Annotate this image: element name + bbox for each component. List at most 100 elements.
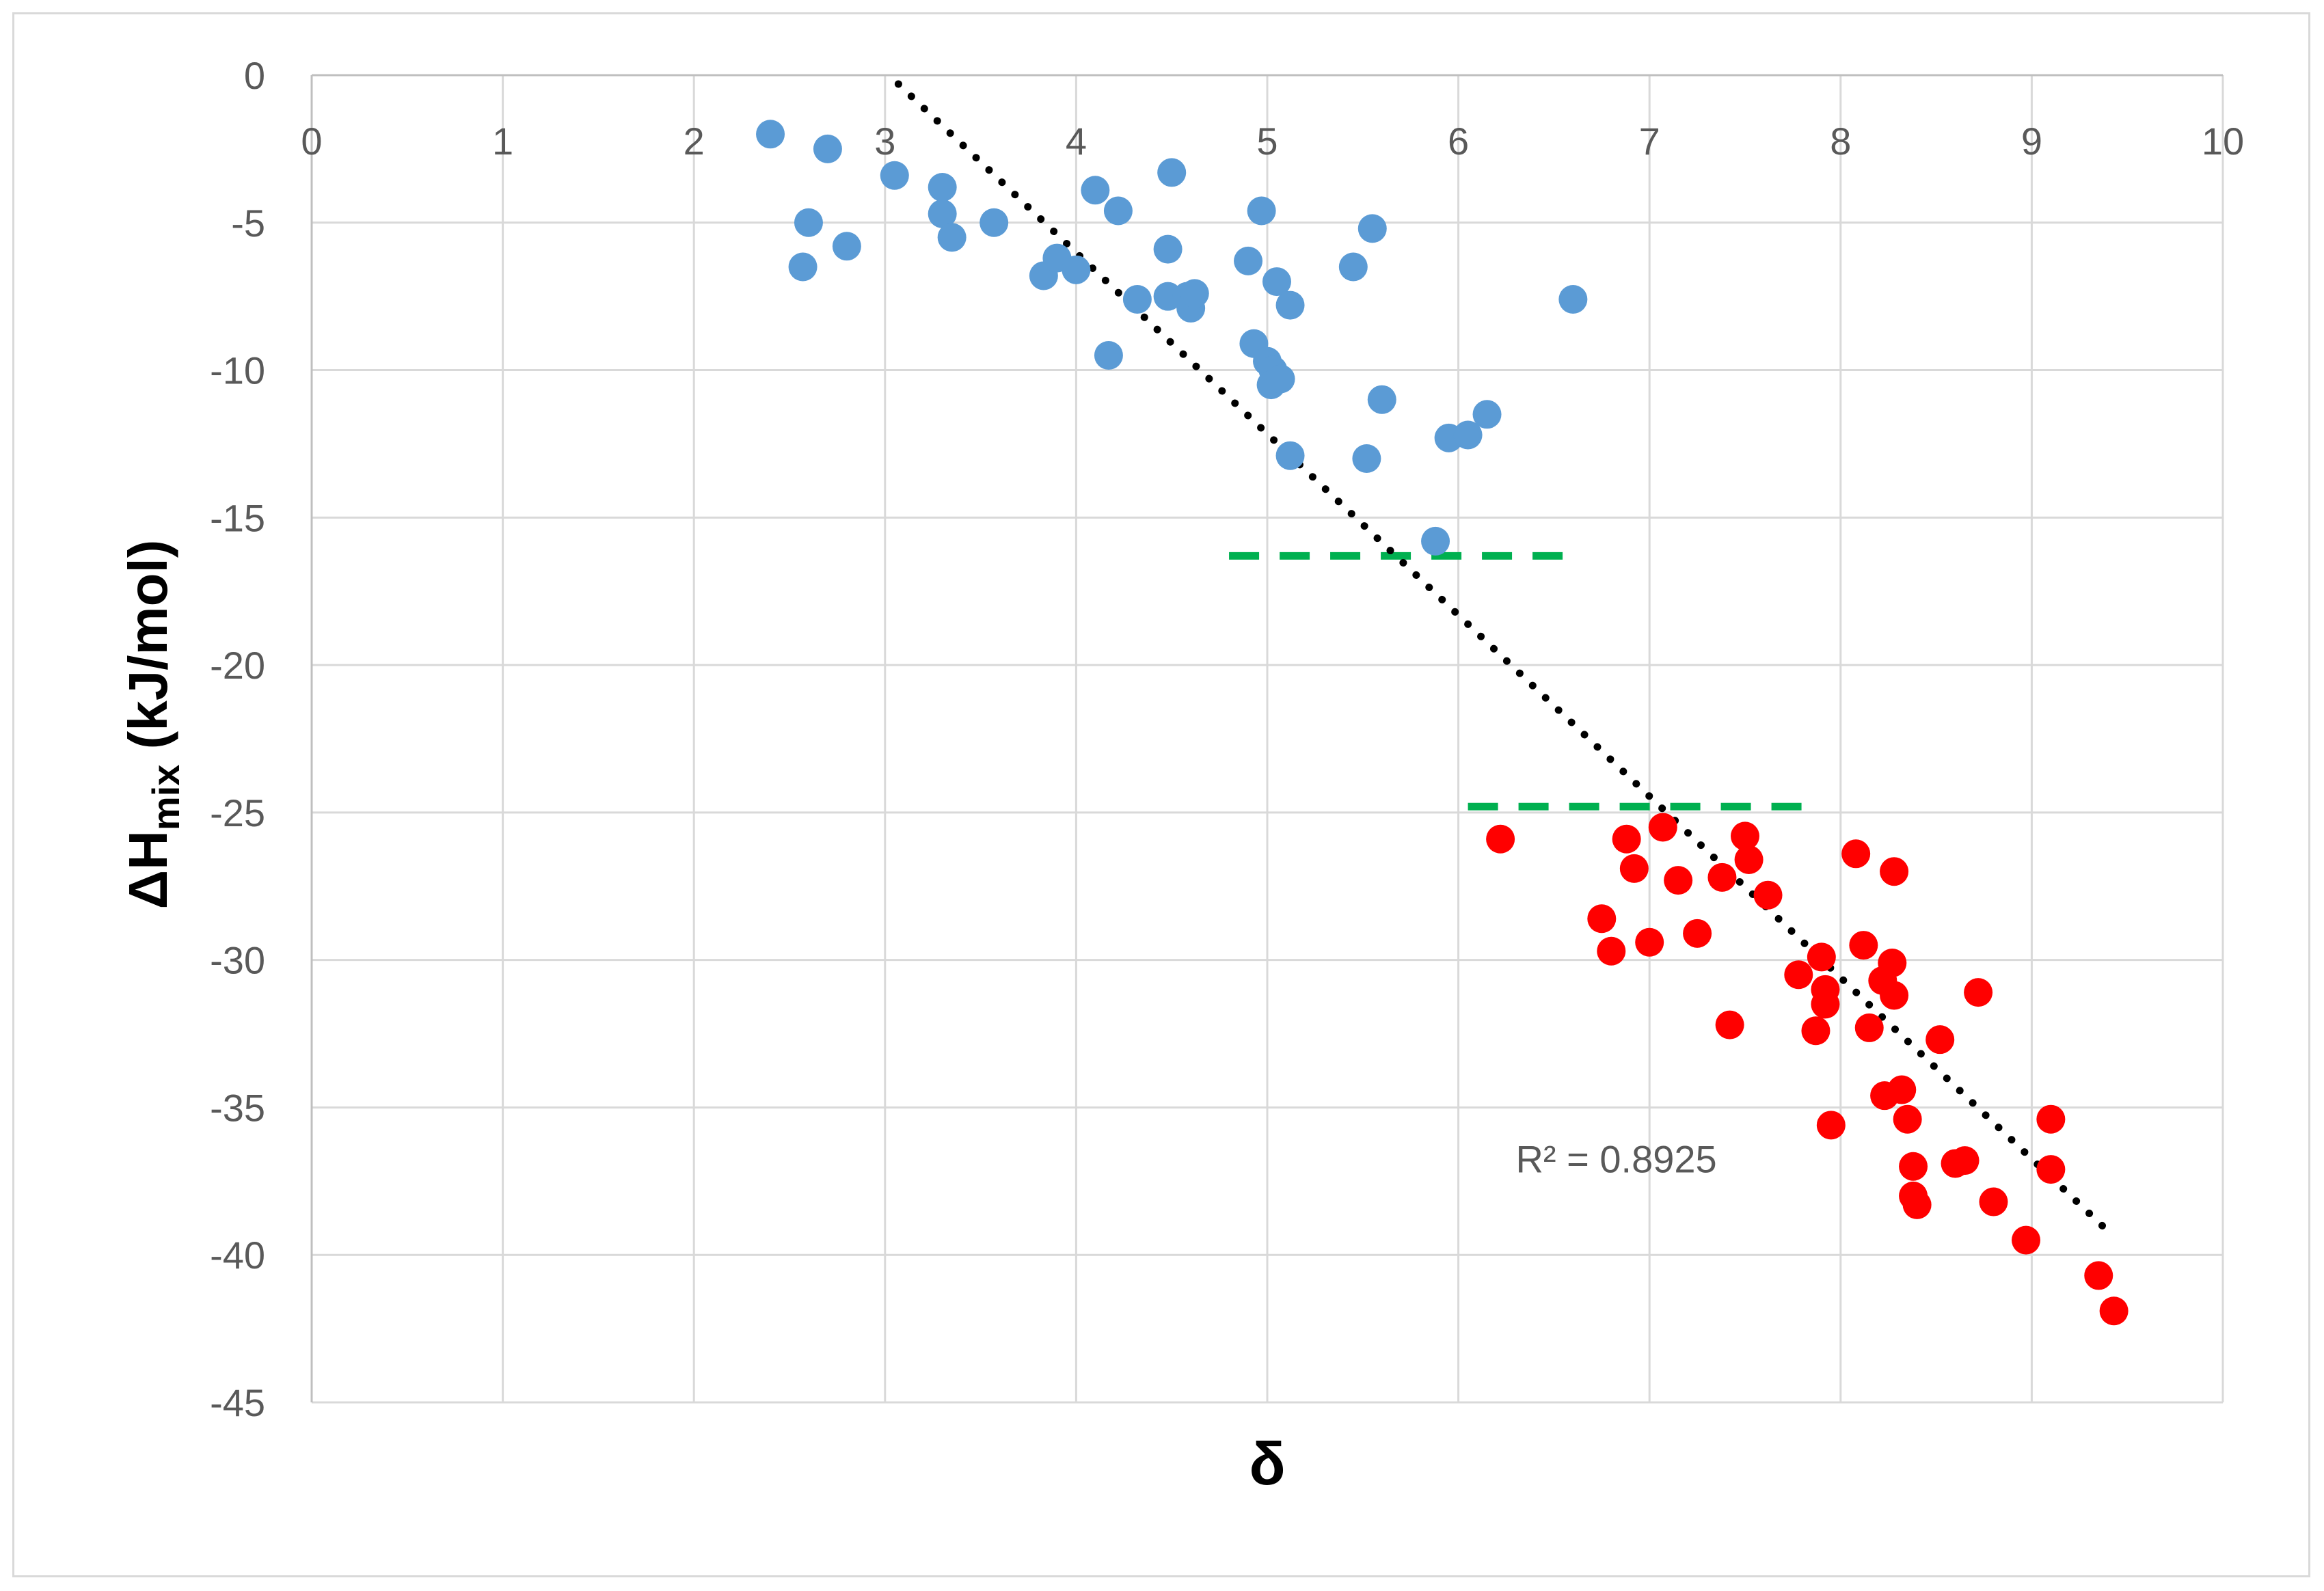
data-point-blue — [1275, 441, 1305, 470]
data-point-red — [1683, 919, 1712, 948]
data-point-blue — [756, 120, 785, 149]
y-axis-title-prefix: ΔH — [118, 830, 178, 909]
x-tick-label: 4 — [1066, 120, 1087, 163]
y-tick-label: 0 — [244, 54, 265, 97]
data-point-blue — [1421, 526, 1450, 556]
data-point-red — [1854, 1013, 1884, 1042]
data-point-blue — [1180, 279, 1209, 308]
data-point-blue — [1367, 385, 1396, 414]
r-squared-annotation: R² = 0.8925 — [1515, 1137, 1716, 1180]
data-point-red — [1811, 990, 1840, 1019]
data-point-blue — [1157, 158, 1187, 187]
y-tick-label: -15 — [210, 496, 265, 539]
y-tick-label: -35 — [210, 1086, 265, 1129]
data-point-red — [1597, 936, 1626, 966]
data-point-blue — [937, 223, 967, 252]
x-tick-label: 0 — [301, 120, 322, 163]
data-point-red — [1816, 1111, 1846, 1140]
data-point-red — [1734, 845, 1764, 874]
data-point-red — [1486, 824, 1515, 854]
data-point-red — [1899, 1152, 1928, 1181]
data-point-blue — [1275, 290, 1305, 320]
reference-lines — [1229, 552, 1818, 811]
axes — [310, 74, 2223, 1402]
data-point-red — [1587, 904, 1617, 934]
data-point-red — [1893, 1104, 1922, 1134]
data-point-blue — [928, 172, 957, 202]
data-point-red — [1619, 854, 1649, 883]
data-point-red — [1979, 1187, 2008, 1216]
data-point-red — [2036, 1155, 2066, 1184]
x-tick-label: 3 — [874, 120, 895, 163]
data-point-red — [1964, 978, 1993, 1007]
data-point-red — [1849, 931, 1878, 960]
data-point-red — [1707, 862, 1737, 892]
data-point-red — [1902, 1190, 1932, 1219]
data-point-blue — [1081, 176, 1110, 205]
data-point-red — [2012, 1225, 2041, 1255]
data-point-red — [1753, 880, 1783, 910]
data-point-blue — [1558, 284, 1588, 314]
x-tick-label: 1 — [492, 120, 513, 163]
data-point-blue — [1122, 284, 1152, 314]
data-point-red — [1950, 1146, 1980, 1175]
y-axis-title-suffix: (kJ/mol) — [118, 540, 178, 765]
data-point-red — [1784, 960, 1813, 990]
x-tick-label: 6 — [1448, 120, 1469, 163]
data-point-blue — [1352, 444, 1381, 474]
data-point-blue — [979, 208, 1009, 237]
data-point-red — [1926, 1025, 1955, 1055]
x-tick-label: 5 — [1256, 120, 1278, 163]
x-tick-label: 2 — [684, 120, 705, 163]
data-point-blue — [1357, 214, 1387, 243]
data-point-red — [1612, 824, 1641, 854]
tick-labels: 0 1 2 3 4 5 6 7 8 9 10 0 -5 -10 -15 -20 -25 -30 -35 -40 -45 — [210, 54, 2244, 1424]
x-tick-label: 8 — [1830, 120, 1851, 163]
data-point-red — [1715, 1010, 1744, 1039]
x-tick-label: 9 — [2021, 120, 2042, 163]
data-point-blue — [1262, 267, 1291, 297]
trendline-layer — [894, 80, 2112, 1236]
y-tick-label: -10 — [210, 349, 265, 392]
data-point-red — [1731, 821, 1759, 851]
data-point-blue — [1453, 420, 1483, 450]
data-point-blue — [1338, 252, 1368, 282]
data-point-blue — [1266, 364, 1295, 394]
data-point-blue — [1062, 255, 1091, 284]
data-point-blue — [1472, 400, 1502, 429]
data-points — [756, 120, 2129, 1326]
data-point-blue — [1234, 246, 1263, 275]
y-axis-title: ΔHmix (kJ/mol) — [118, 540, 187, 910]
y-tick-label: -25 — [210, 791, 265, 834]
data-point-blue — [788, 252, 818, 282]
x-axis-title: δ — [1249, 1430, 1285, 1497]
data-point-blue — [1153, 234, 1183, 264]
data-point-blue — [1247, 196, 1276, 226]
data-point-red — [1807, 942, 1836, 972]
data-point-red — [1801, 1016, 1830, 1046]
data-point-red — [1878, 948, 1907, 977]
data-point-red — [1880, 857, 1909, 886]
data-point-red — [1880, 981, 1909, 1010]
data-point-red — [2036, 1104, 2066, 1134]
data-point-red — [1887, 1075, 1917, 1104]
y-tick-label: -30 — [210, 939, 265, 982]
data-point-blue — [832, 232, 861, 261]
data-point-blue — [928, 199, 957, 228]
data-point-red — [1635, 927, 1664, 957]
y-tick-label: -40 — [210, 1234, 265, 1277]
chart-frame — [12, 12, 2310, 1577]
x-tick-label: 10 — [2202, 120, 2244, 163]
data-point-blue — [794, 208, 823, 237]
data-point-blue — [1103, 196, 1133, 226]
data-point-red — [1648, 813, 1677, 842]
x-tick-label: 7 — [1639, 120, 1660, 163]
data-point-blue — [813, 134, 842, 163]
data-point-blue — [1094, 340, 1123, 370]
y-tick-label: -5 — [231, 202, 265, 245]
data-point-red — [2099, 1296, 2129, 1326]
y-tick-label: -20 — [210, 644, 265, 687]
y-tick-label: -45 — [210, 1381, 265, 1424]
y-axis-title-subscript: mix — [144, 765, 187, 831]
data-point-blue — [880, 161, 909, 190]
